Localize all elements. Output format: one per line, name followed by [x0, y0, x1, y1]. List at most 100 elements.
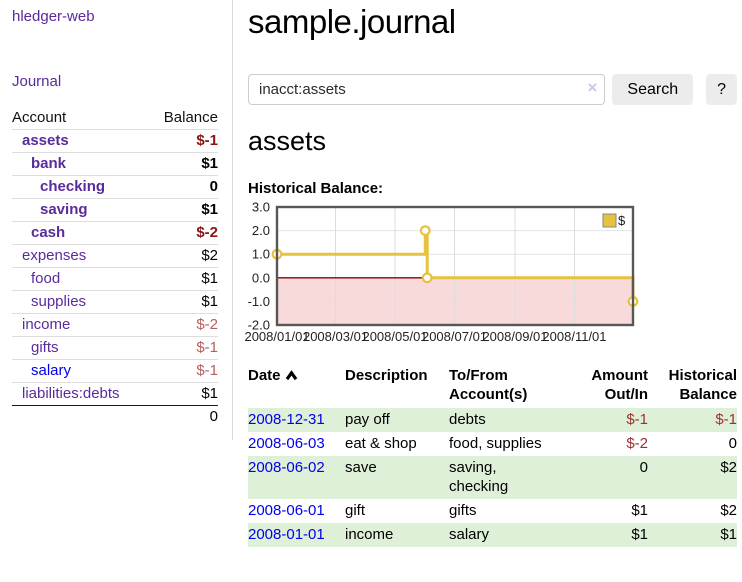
- transaction-date-link[interactable]: 2008-06-02: [248, 459, 325, 476]
- transaction-accounts: food, supplies: [449, 435, 542, 452]
- sidebar: hledger-web Journal Account Balance asse…: [0, 0, 233, 440]
- svg-text:2008/01/01: 2008/01/01: [244, 329, 309, 344]
- transaction-description: eat & shop: [345, 435, 417, 452]
- svg-text:2008/05/01: 2008/05/01: [362, 329, 427, 344]
- help-button[interactable]: ?: [706, 74, 737, 105]
- transaction-amount: $-2: [626, 435, 648, 452]
- search-input[interactable]: [248, 74, 606, 105]
- account-link[interactable]: salary: [31, 362, 72, 379]
- chart-label: Historical Balance:: [248, 180, 384, 197]
- transaction-balance: $1: [720, 526, 737, 543]
- account-balance: $1: [201, 385, 218, 402]
- svg-text:0.0: 0.0: [252, 270, 270, 285]
- account-balance: $-1: [196, 339, 218, 356]
- transaction-description: gift: [345, 502, 366, 519]
- svg-text:3.0: 3.0: [252, 200, 270, 215]
- account-link[interactable]: saving: [40, 201, 88, 218]
- transaction-date-link[interactable]: 2008-01-01: [248, 526, 325, 543]
- transaction-balance: $-1: [715, 411, 737, 428]
- account-row: saving $1: [12, 199, 218, 222]
- transaction-row: 2008-01-01 income salary $1 $1: [248, 523, 737, 547]
- svg-text:2008/09/01: 2008/09/01: [482, 329, 547, 344]
- transaction-balance: 0: [728, 435, 737, 452]
- amount-column-header: Amount Out/In: [591, 367, 648, 403]
- svg-text:2.0: 2.0: [252, 223, 270, 238]
- account-balance: $-2: [196, 224, 218, 241]
- svg-text:2008/07/01: 2008/07/01: [422, 329, 487, 344]
- account-row: food $1: [12, 268, 218, 291]
- description-column-header: Description: [345, 367, 428, 384]
- account-row: gifts $-1: [12, 337, 218, 360]
- sidebar-item-journal[interactable]: Journal: [12, 73, 62, 90]
- clear-search-icon[interactable]: ×: [587, 78, 598, 97]
- account-link[interactable]: supplies: [31, 293, 87, 310]
- account-balance: $1: [201, 293, 218, 310]
- account-balance: $1: [201, 201, 218, 218]
- svg-text:-1.0: -1.0: [248, 294, 270, 309]
- transaction-date-link[interactable]: 2008-06-01: [248, 502, 325, 519]
- account-column-header: To/From Account(s): [449, 367, 528, 403]
- sort-ascending-icon: [285, 370, 297, 381]
- transaction-balance: $2: [720, 459, 737, 476]
- transaction-description: pay off: [345, 411, 390, 428]
- account-link[interactable]: checking: [40, 178, 106, 195]
- transaction-row: 2008-06-01 gift gifts $1 $2: [248, 499, 737, 523]
- account-row: checking 0: [12, 176, 218, 199]
- transaction-accounts: saving, checking: [449, 459, 509, 495]
- account-balance: 0: [209, 178, 218, 195]
- account-link[interactable]: income: [22, 316, 71, 333]
- account-row: liabilities:debts $1: [12, 383, 218, 405]
- transaction-balance: $2: [720, 502, 737, 519]
- transaction-accounts: gifts: [449, 502, 477, 519]
- account-row: expenses $2: [12, 245, 218, 268]
- transaction-amount: $1: [631, 502, 648, 519]
- date-column-header[interactable]: Date: [248, 366, 345, 385]
- svg-text:2008/11/01: 2008/11/01: [542, 329, 606, 344]
- account-link[interactable]: liabilities:debts: [22, 385, 120, 402]
- svg-text:1.0: 1.0: [252, 247, 270, 262]
- transaction-accounts: debts: [449, 411, 486, 428]
- transaction-date-link[interactable]: 2008-06-03: [248, 435, 325, 452]
- register-table: Date Description To/From Account(s) Amou…: [248, 364, 737, 547]
- account-table-header: Account Balance: [12, 107, 218, 130]
- account-total-row: 0: [12, 405, 218, 427]
- app-brand-link[interactable]: hledger-web: [12, 8, 95, 25]
- transaction-date-link[interactable]: 2008-12-31: [248, 411, 325, 428]
- total-balance: 0: [209, 408, 218, 425]
- account-link[interactable]: expenses: [22, 247, 87, 264]
- account-column-header: Account: [12, 109, 67, 126]
- account-row: assets $-1: [12, 130, 218, 153]
- account-link[interactable]: food: [31, 270, 61, 287]
- transaction-amount: 0: [639, 459, 648, 476]
- account-title: assets: [248, 126, 327, 156]
- transaction-amount: $-1: [626, 411, 648, 428]
- search-button[interactable]: Search: [612, 74, 694, 105]
- account-balance: $-1: [196, 132, 218, 149]
- transaction-description: income: [345, 526, 394, 543]
- register-header: Date Description To/From Account(s) Amou…: [248, 364, 737, 408]
- svg-text:$: $: [618, 213, 626, 228]
- account-link[interactable]: cash: [31, 224, 66, 241]
- account-link[interactable]: gifts: [31, 339, 59, 356]
- historical-balance-chart: $3.0 2.0 1.0 0.0 -1.0 -2.02008/01/012008/03/0…: [244, 200, 639, 344]
- account-balance: $-1: [196, 362, 218, 379]
- transaction-description: save: [345, 459, 377, 476]
- svg-text:2008/03/01: 2008/03/01: [303, 329, 368, 344]
- account-row: supplies $1: [12, 291, 218, 314]
- account-balance-table: Account Balance assets $-1 bank $1 check…: [12, 107, 218, 427]
- account-row: salary $-1: [12, 360, 218, 383]
- svg-text:-2.0: -2.0: [248, 318, 270, 333]
- account-link[interactable]: bank: [31, 155, 67, 172]
- account-row: bank $1: [12, 153, 218, 176]
- account-balance: $1: [201, 155, 218, 172]
- account-balance: $1: [201, 270, 218, 287]
- account-row: income $-2: [12, 314, 218, 337]
- transaction-amount: $1: [631, 526, 648, 543]
- account-row: cash $-2: [12, 222, 218, 245]
- transaction-accounts: salary: [449, 526, 490, 543]
- transaction-row: 2008-06-02 save saving, checking 0 $2: [248, 456, 737, 499]
- account-link[interactable]: assets: [22, 132, 69, 149]
- balance-column-header: Historical Balance: [668, 367, 737, 403]
- balance-column-header: Balance: [163, 109, 218, 126]
- account-balance: $2: [201, 247, 218, 264]
